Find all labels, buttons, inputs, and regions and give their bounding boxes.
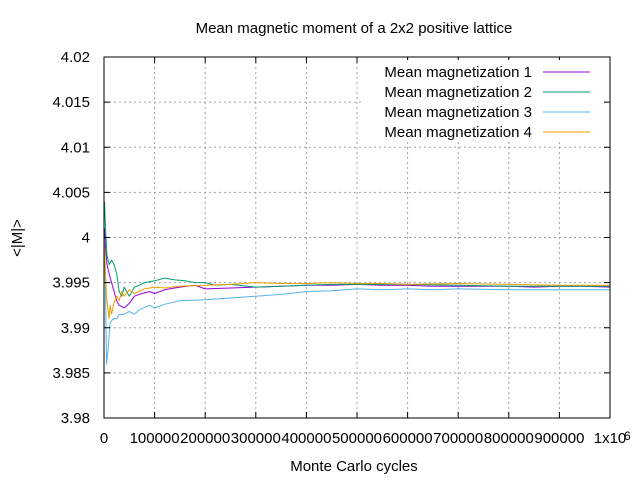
x-axis-label: Monte Carlo cycles <box>290 458 418 475</box>
x-tick-label: 1x10 <box>594 430 627 447</box>
chart-title: Mean magnetic moment of a 2x2 positive l… <box>196 20 513 37</box>
x-tick-label: 100000 <box>130 430 180 447</box>
y-tick-label: 3.985 <box>52 365 90 382</box>
y-axis-label: <|M|> <box>9 219 26 257</box>
y-tick-label: 4 <box>82 230 90 247</box>
y-tick-label: 4.01 <box>61 139 90 156</box>
x-tick-label: 900000 <box>534 430 584 447</box>
series-line-3 <box>104 241 610 365</box>
x-tick-label: 500000 <box>332 430 382 447</box>
y-tick-label: 3.995 <box>52 275 90 292</box>
x-tick-label: 800000 <box>484 430 534 447</box>
legend-background <box>364 60 604 140</box>
legend-label-2: Mean magnetization 2 <box>384 84 532 101</box>
legend-label-1: Mean magnetization 1 <box>384 64 532 81</box>
x-tick-label: 0 <box>100 430 108 447</box>
y-tick-label: 3.98 <box>61 410 90 427</box>
x-tick-label: 600000 <box>383 430 433 447</box>
y-axis: 3.98 3.985 3.99 3.995 4 4.005 4.01 4.015 4.02 <box>52 49 610 427</box>
x-axis: 0 100000 200000 300000 400000 500000 600000 700… <box>100 57 626 447</box>
legend: Mean magnetization 1 Mean magnetization 2… <box>364 60 604 141</box>
series-layer <box>104 201 611 365</box>
x-tick-label: 400000 <box>281 430 331 447</box>
legend-label-3: Mean magnetization 3 <box>384 104 532 121</box>
y-tick-label: 4.02 <box>61 49 90 66</box>
y-tick-label: 4.015 <box>52 94 90 111</box>
x-tick-label: 700000 <box>433 430 483 447</box>
x-tick-label: 300000 <box>231 430 281 447</box>
x-exponent-label: 6 <box>624 429 631 443</box>
series-line-1 <box>104 228 611 309</box>
y-tick-label: 3.99 <box>61 320 90 337</box>
series-line-4 <box>104 246 610 320</box>
y-tick-label: 4.005 <box>52 184 90 201</box>
series-line-2 <box>104 201 610 297</box>
x-tick-label: 200000 <box>180 430 230 447</box>
legend-label-4: Mean magnetization 4 <box>384 124 532 141</box>
